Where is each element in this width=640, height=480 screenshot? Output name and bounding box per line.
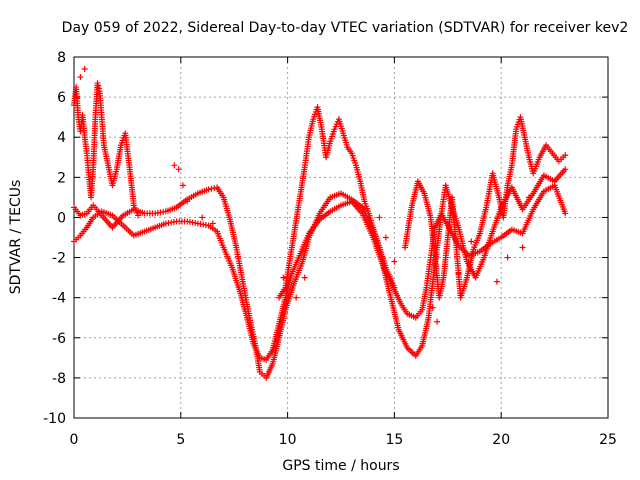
x-tick-label: 25 xyxy=(599,432,617,448)
y-tick-label: -6 xyxy=(52,331,66,347)
data-point xyxy=(562,166,569,173)
data-point xyxy=(179,182,186,189)
data-point xyxy=(434,318,441,325)
data-point xyxy=(95,82,102,89)
data-point xyxy=(81,66,88,73)
chart-title: Day 059 of 2022, Sidereal Day-to-day VTE… xyxy=(62,20,629,36)
data-point xyxy=(175,166,182,173)
data-point xyxy=(468,238,475,245)
grid-lines xyxy=(74,57,608,418)
data-point xyxy=(429,304,436,311)
x-tick-label: 20 xyxy=(492,432,510,448)
series-track-b xyxy=(71,166,569,381)
x-tick-label: 0 xyxy=(70,432,79,448)
y-tick-label: -2 xyxy=(52,251,66,267)
data-point xyxy=(205,186,212,193)
y-axis-label: SDTVAR / TECUs xyxy=(8,180,24,295)
data-point xyxy=(391,284,398,291)
data-point xyxy=(382,234,389,241)
y-tick-label: 4 xyxy=(57,130,66,146)
x-tick-label: 5 xyxy=(176,432,185,448)
data-point xyxy=(135,212,142,219)
data-point xyxy=(504,254,511,261)
y-tick-label: -10 xyxy=(43,411,66,427)
data-point xyxy=(525,194,532,201)
series-track-e xyxy=(402,114,569,301)
y-tick-label: 8 xyxy=(57,50,66,66)
y-tick-label: 0 xyxy=(57,210,66,226)
data-point xyxy=(77,74,84,81)
data-point xyxy=(211,185,218,192)
data-point xyxy=(208,185,215,192)
data-point xyxy=(94,80,101,87)
x-tick-label: 15 xyxy=(385,432,403,448)
data-point xyxy=(519,244,526,251)
data-point xyxy=(493,278,500,285)
axis-ticks: 0 5 10 15 20 25 -10 -8 -6 -4 -2 0 2 4 6 8 xyxy=(43,50,617,448)
data-point xyxy=(293,294,300,301)
series-track-d xyxy=(276,104,398,301)
series-track-c xyxy=(71,80,142,219)
x-axis-label: GPS time / hours xyxy=(282,458,399,474)
data-point xyxy=(209,220,216,227)
data-point xyxy=(455,270,462,277)
plot-frame xyxy=(73,56,609,419)
y-tick-label: -4 xyxy=(52,291,66,307)
data-point xyxy=(280,274,287,281)
data-point xyxy=(184,198,191,205)
data-point xyxy=(391,258,398,265)
data-point xyxy=(562,152,569,159)
y-tick-label: 6 xyxy=(57,90,66,106)
data-point xyxy=(301,274,308,281)
data-point xyxy=(199,214,206,221)
y-tick-label: 2 xyxy=(57,170,66,186)
data-points xyxy=(71,66,569,381)
data-point xyxy=(95,85,102,92)
data-point xyxy=(562,210,569,217)
data-point xyxy=(376,214,383,221)
series-scatter-bits xyxy=(77,66,532,325)
data-point xyxy=(171,162,178,169)
x-tick-label: 10 xyxy=(279,432,297,448)
y-tick-label: -8 xyxy=(52,371,66,387)
